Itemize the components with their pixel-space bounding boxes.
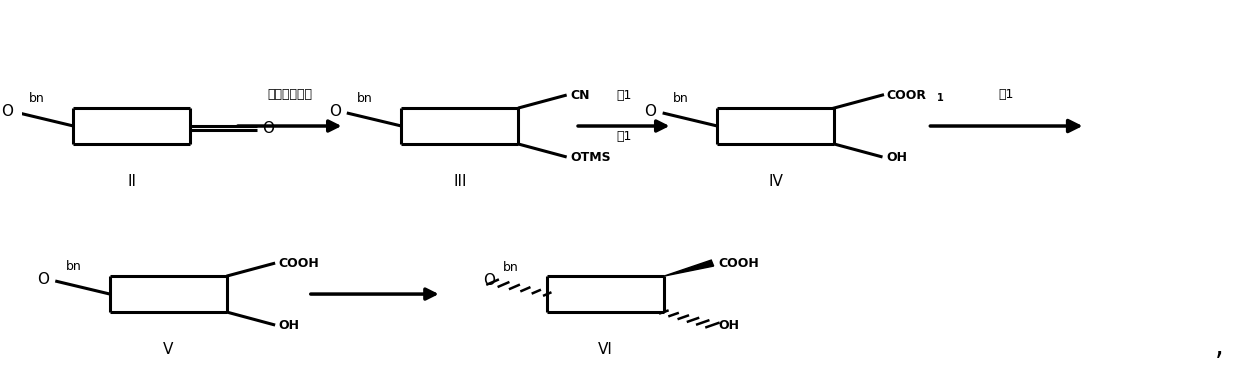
Text: bn: bn <box>673 92 688 105</box>
Text: OH: OH <box>718 319 739 332</box>
Text: bn: bn <box>357 92 373 105</box>
Text: COOR: COOR <box>887 89 926 102</box>
Text: COOH: COOH <box>718 257 759 269</box>
Text: bn: bn <box>30 92 45 105</box>
Text: O: O <box>645 104 656 119</box>
Text: VI: VI <box>598 342 613 357</box>
Text: OH: OH <box>887 150 908 163</box>
Text: COOH: COOH <box>279 257 320 269</box>
Text: III: III <box>453 174 466 189</box>
Text: O: O <box>37 273 50 287</box>
Text: O: O <box>1 104 12 119</box>
Text: 三甲基氯硫烷: 三甲基氯硫烷 <box>267 88 312 101</box>
Text: O: O <box>262 121 274 136</box>
Text: IV: IV <box>768 174 782 189</box>
Text: ,: , <box>1214 333 1224 361</box>
Text: OH: OH <box>279 319 300 332</box>
Text: 1: 1 <box>937 93 944 103</box>
Text: CN: CN <box>570 89 590 102</box>
Text: 酸1: 酸1 <box>616 89 631 102</box>
Text: V: V <box>162 342 174 357</box>
Polygon shape <box>663 260 714 276</box>
Text: 醇1: 醇1 <box>616 130 631 143</box>
Text: 砦1: 砦1 <box>998 88 1014 101</box>
Text: bn: bn <box>66 260 82 273</box>
Text: OTMS: OTMS <box>570 150 611 163</box>
Text: II: II <box>128 174 136 189</box>
Text: O: O <box>329 104 341 119</box>
Text: bn: bn <box>503 261 518 274</box>
Text: O: O <box>484 274 495 288</box>
